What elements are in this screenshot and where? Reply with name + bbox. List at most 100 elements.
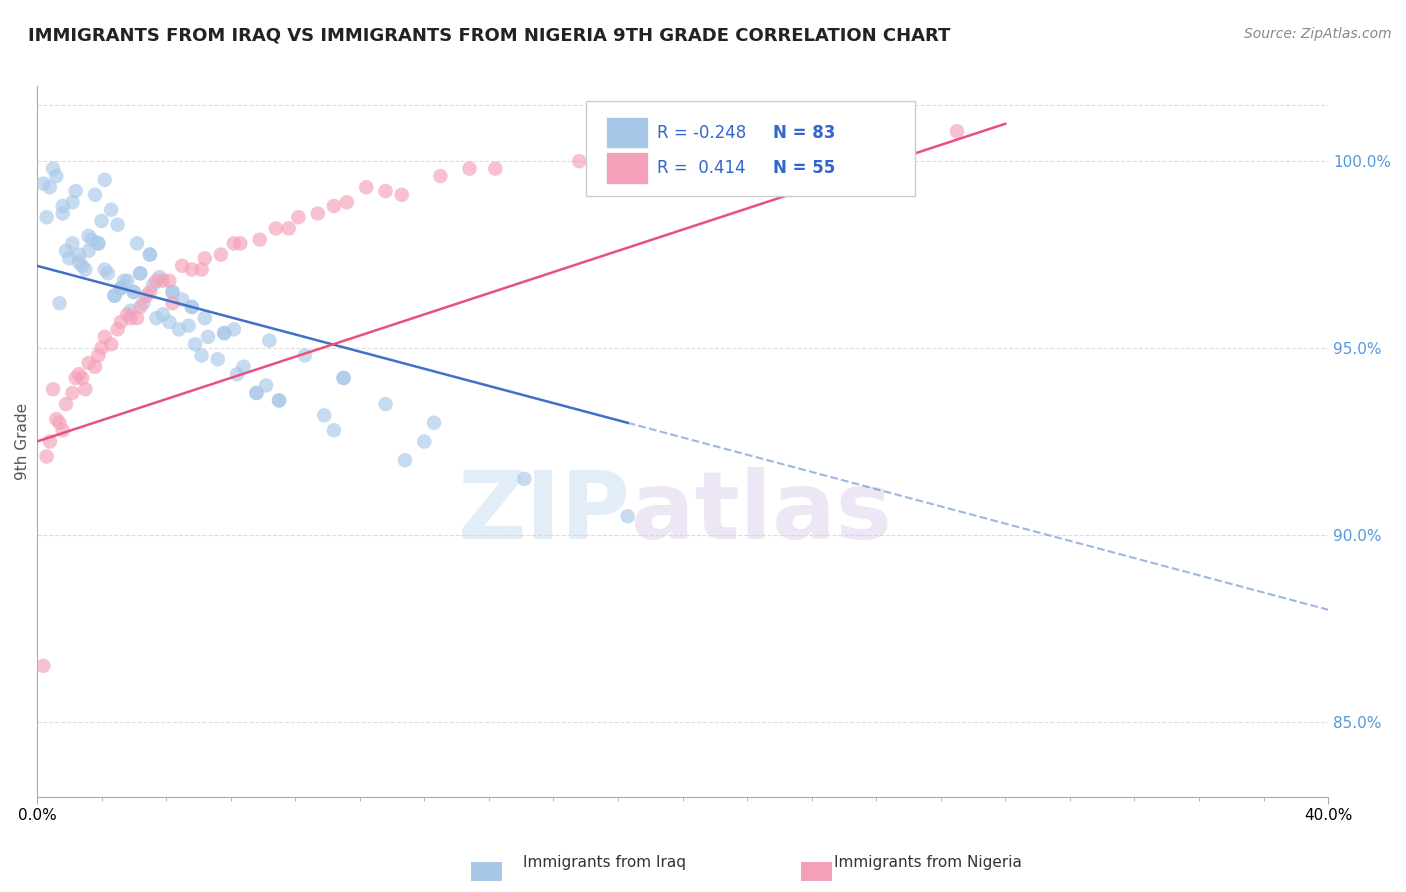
Point [162, 296, 184, 310]
Point [38, 180, 60, 194]
Point [740, 136, 762, 150]
Text: Immigrants from Iraq: Immigrants from Iraq [523, 855, 686, 870]
Point [354, 180, 377, 194]
FancyBboxPatch shape [606, 117, 648, 148]
Point [125, 311, 148, 326]
Point [172, 259, 194, 273]
Point [391, 187, 413, 202]
Point [209, 247, 232, 261]
Point [110, 315, 132, 329]
Point [167, 322, 190, 336]
Point [180, 300, 202, 314]
Point [190, 262, 212, 277]
Point [322, 199, 344, 213]
Point [142, 277, 165, 292]
Point [177, 318, 200, 333]
Point [222, 322, 245, 336]
Point [267, 393, 290, 408]
Point [190, 349, 212, 363]
Point [32, 658, 55, 673]
Point [374, 184, 396, 198]
Point [84, 359, 107, 374]
Point [35, 450, 58, 464]
Point [172, 293, 194, 307]
Point [157, 274, 180, 288]
Point [77, 244, 100, 258]
Point [120, 311, 142, 326]
Point [77, 356, 100, 370]
Point [107, 322, 129, 336]
Point [139, 247, 162, 261]
Point [513, 472, 536, 486]
Point [222, 236, 245, 251]
Point [67, 368, 90, 382]
Y-axis label: 9th Grade: 9th Grade [15, 403, 30, 480]
Text: ZIP: ZIP [458, 467, 631, 558]
Point [245, 385, 267, 400]
Point [87, 236, 110, 251]
Point [62, 385, 84, 400]
Point [62, 236, 84, 251]
Point [249, 233, 271, 247]
Point [45, 169, 67, 183]
Point [162, 285, 184, 299]
Point [207, 352, 229, 367]
Point [52, 423, 75, 437]
Point [145, 274, 167, 288]
Point [194, 311, 217, 326]
Point [139, 247, 162, 261]
Point [254, 378, 277, 392]
Point [52, 199, 75, 213]
Point [65, 371, 87, 385]
Point [212, 326, 235, 340]
Text: R = -0.248: R = -0.248 [657, 123, 747, 142]
Point [226, 368, 249, 382]
Point [90, 214, 112, 228]
Point [55, 397, 77, 411]
Point [117, 274, 139, 288]
Point [616, 509, 638, 524]
Point [100, 337, 122, 351]
Point [125, 236, 148, 251]
Point [394, 453, 416, 467]
Point [413, 434, 436, 449]
Point [75, 262, 97, 277]
Text: Immigrants from Nigeria: Immigrants from Nigeria [834, 855, 1022, 870]
Text: N = 83: N = 83 [773, 123, 835, 142]
Point [139, 285, 162, 299]
Point [93, 330, 115, 344]
Point [90, 341, 112, 355]
Text: R =  0.414: R = 0.414 [657, 159, 745, 177]
Point [103, 289, 125, 303]
Point [277, 221, 299, 235]
Point [70, 371, 93, 385]
Point [42, 382, 65, 396]
Point [97, 266, 120, 280]
Point [32, 177, 55, 191]
Point [45, 412, 67, 426]
Point [458, 161, 481, 176]
Text: Source: ZipAtlas.com: Source: ZipAtlas.com [1244, 27, 1392, 41]
Point [122, 285, 145, 299]
Text: atlas: atlas [631, 467, 891, 558]
Point [55, 244, 77, 258]
Point [294, 349, 316, 363]
Point [423, 416, 446, 430]
Point [152, 274, 174, 288]
Point [180, 262, 202, 277]
Point [110, 281, 132, 295]
Point [84, 187, 107, 202]
Point [135, 289, 157, 303]
Text: N = 55: N = 55 [773, 159, 835, 177]
Point [42, 161, 65, 176]
Point [87, 349, 110, 363]
Point [322, 423, 344, 437]
Point [107, 218, 129, 232]
Point [197, 330, 219, 344]
Point [93, 262, 115, 277]
Point [117, 307, 139, 321]
Point [152, 307, 174, 321]
Point [110, 281, 132, 295]
Point [48, 296, 70, 310]
Point [374, 397, 396, 411]
